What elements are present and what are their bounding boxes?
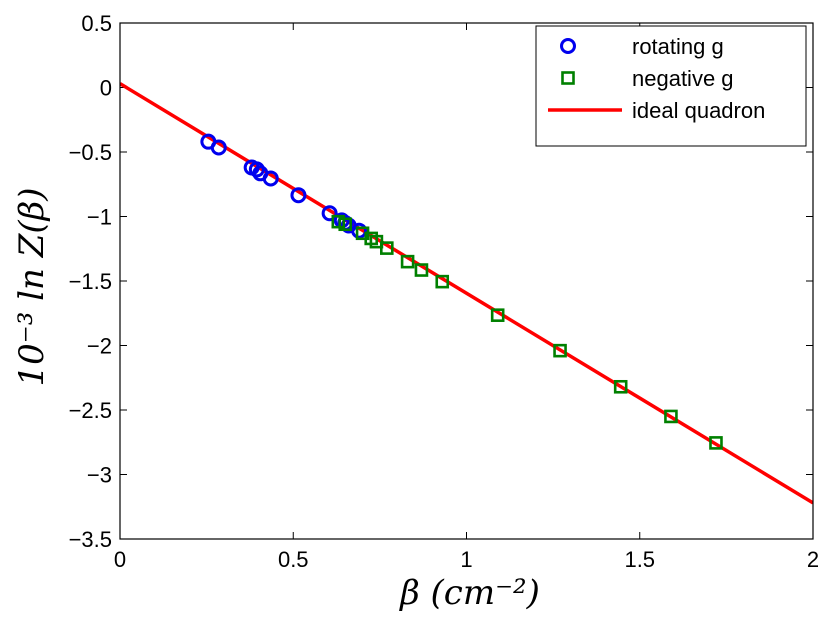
- negative-g-point: [380, 241, 394, 255]
- rotating-g-point: [262, 170, 279, 187]
- negative-g-point: [435, 274, 450, 289]
- ideal-quadron-line: [120, 82, 813, 505]
- legend-square-swatch: [561, 71, 575, 85]
- rotating-g-point: [321, 205, 338, 222]
- y-tick-label: −2.5: [69, 398, 112, 423]
- negative-g-point: [709, 436, 723, 450]
- rotating-g-point: [290, 187, 307, 204]
- y-tick-label: 0: [100, 76, 112, 101]
- y-tick-label: −3: [87, 463, 112, 488]
- negative-g-point: [613, 379, 628, 394]
- negative-g-point: [664, 409, 678, 424]
- y-tick-label: −1: [87, 205, 112, 230]
- y-tick-label: −2: [87, 334, 112, 359]
- y-tick-label: 0.5: [81, 11, 112, 36]
- x-axis-title: β (cm⁻²): [398, 573, 540, 613]
- x-tick-label: 2: [807, 547, 819, 572]
- legend-label: rotating g: [632, 34, 724, 59]
- x-tick-label: 1.5: [624, 547, 655, 572]
- legend-label: ideal quadron: [632, 98, 765, 123]
- rotating-g-point: [210, 139, 227, 156]
- line-layer: [120, 82, 813, 505]
- x-tick-label: 1: [460, 547, 472, 572]
- rotating-g-point: [248, 161, 265, 178]
- legend-box: [535, 25, 807, 147]
- x-tick-label: 0: [114, 547, 126, 572]
- negative-g-point: [490, 308, 505, 322]
- axes-box: [119, 22, 814, 540]
- y-tick-label: −3.5: [69, 527, 112, 552]
- legend-label: negative g: [632, 66, 734, 91]
- legend: rotating g negative g ideal quadron: [535, 25, 807, 147]
- negative-g-point: [414, 263, 429, 277]
- negative-g-point: [400, 254, 415, 269]
- negative-g-point: [338, 217, 353, 232]
- negative-g-point: [553, 343, 567, 358]
- y-tick-label: −0.5: [69, 140, 112, 165]
- legend-circle-swatch: [560, 38, 576, 54]
- x-tick-label: 0.5: [278, 547, 309, 572]
- points-layer: [200, 133, 723, 450]
- y-axis-title: 10⁻³ ln Z(β): [12, 187, 52, 386]
- rotating-g-point: [351, 222, 368, 239]
- negative-g-point: [331, 214, 346, 229]
- y-tick-label: −1.5: [69, 269, 112, 294]
